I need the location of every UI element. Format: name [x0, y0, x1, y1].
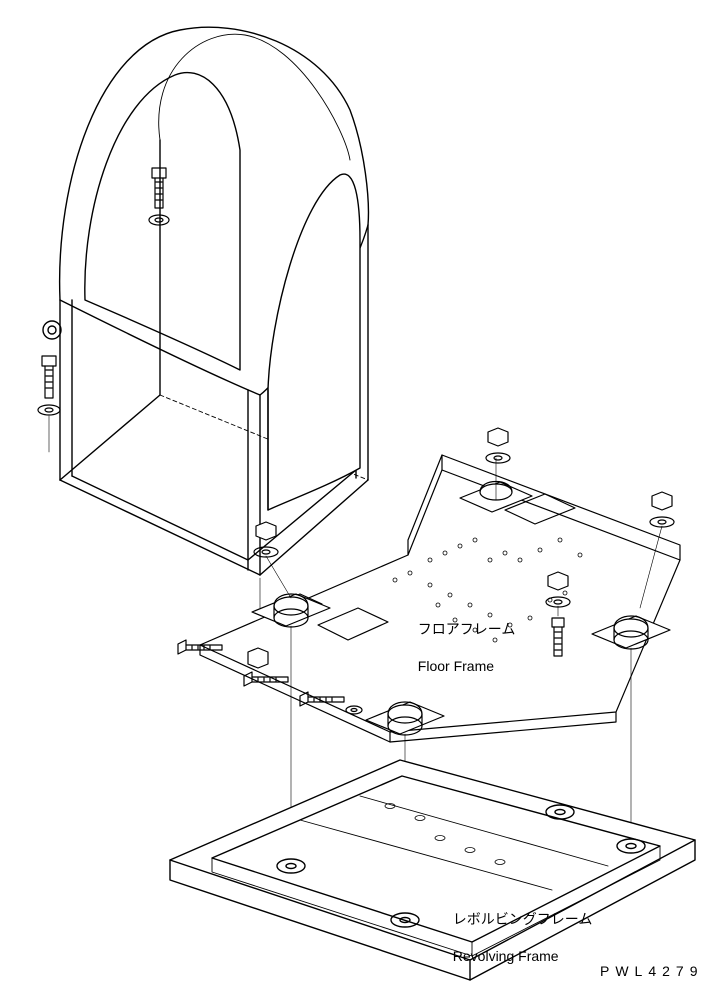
floor-frame-label: フロアフレーム Floor Frame [410, 602, 515, 675]
revolving-frame-label: レボルビングフレーム Revolving Frame [445, 892, 592, 965]
diagram-canvas [0, 0, 726, 989]
cab-bolt-fl [42, 356, 56, 398]
drawing-id: PWL4279 [600, 962, 703, 980]
cab-washer-rl [149, 215, 169, 225]
lower-nut-fl [248, 648, 268, 668]
nut-washer-rr [650, 492, 674, 527]
revolving-frame-en: Revolving Frame [453, 948, 559, 964]
operator-cab [43, 27, 368, 575]
floor-frame-en: Floor Frame [418, 658, 494, 674]
nut-washer-rl [486, 428, 510, 463]
cab-washer-fl [38, 405, 60, 415]
floor-frame-jp: フロアフレーム [418, 621, 516, 637]
cab-bolt-rl [152, 168, 166, 208]
revolving-frame-jp: レボルビングフレーム [453, 911, 593, 927]
revolving-frame [170, 760, 695, 980]
